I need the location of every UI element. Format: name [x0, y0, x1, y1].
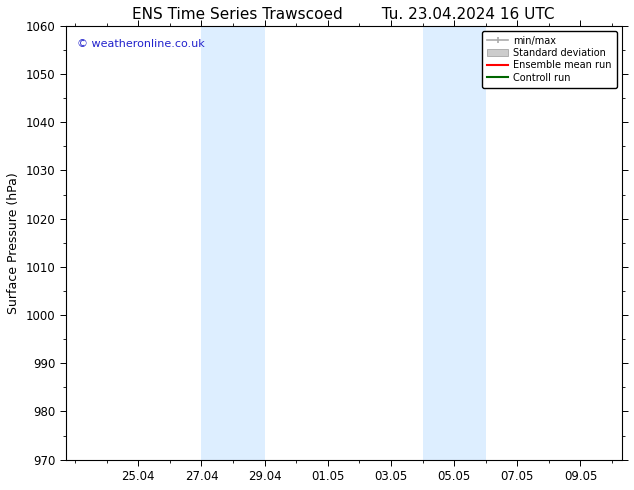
Title: ENS Time Series Trawscoed        Tu. 23.04.2024 16 UTC: ENS Time Series Trawscoed Tu. 23.04.2024… — [133, 7, 555, 22]
Bar — [202, 26, 264, 460]
Text: © weatheronline.co.uk: © weatheronline.co.uk — [77, 39, 205, 49]
Legend: min/max, Standard deviation, Ensemble mean run, Controll run: min/max, Standard deviation, Ensemble me… — [482, 31, 617, 88]
Bar — [422, 26, 486, 460]
Y-axis label: Surface Pressure (hPa): Surface Pressure (hPa) — [7, 172, 20, 314]
